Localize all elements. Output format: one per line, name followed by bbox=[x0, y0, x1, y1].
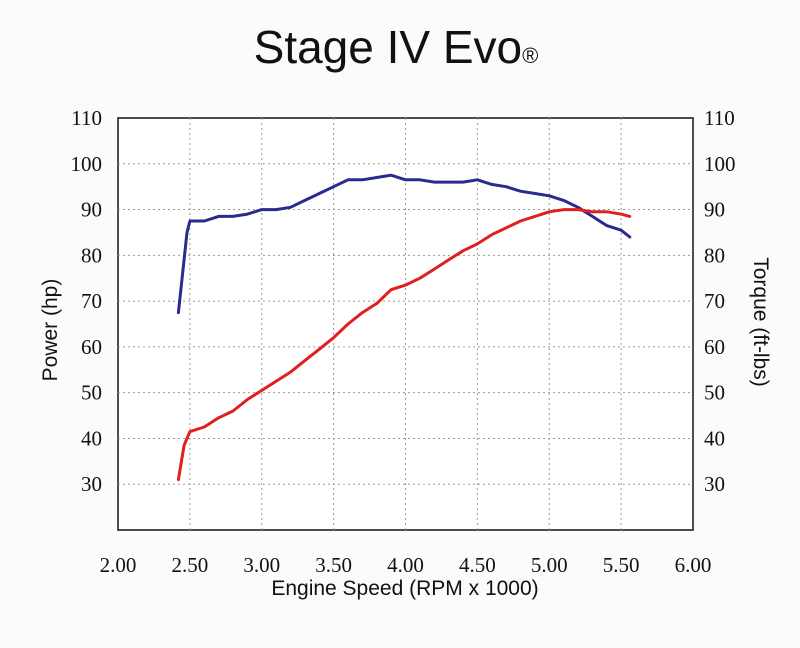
right-y-tick-label: 100 bbox=[704, 152, 736, 176]
x-axis-label: Engine Speed (RPM x 1000) bbox=[271, 577, 538, 600]
x-tick-label: 5.50 bbox=[603, 553, 640, 577]
right-y-tick-labels: 30 40 50 60 70 80 90 100 110 bbox=[704, 106, 736, 496]
chart-title: Stage IV Evo® bbox=[254, 21, 539, 73]
left-y-tick-labels: 30 40 50 60 70 80 90 100 110 bbox=[71, 106, 103, 496]
right-y-tick-label: 40 bbox=[704, 426, 725, 450]
right-y-tick-label: 30 bbox=[704, 472, 725, 496]
x-tick-label: 3.00 bbox=[243, 553, 280, 577]
x-tick-label: 5.00 bbox=[531, 553, 568, 577]
right-y-axis-label: Torque (ft-lbs) bbox=[749, 257, 772, 387]
x-tick-label: 2.00 bbox=[100, 553, 137, 577]
power-line bbox=[176, 208, 632, 482]
left-y-tick-label: 80 bbox=[81, 243, 102, 267]
x-tick-label: 3.50 bbox=[315, 553, 352, 577]
left-y-tick-label: 50 bbox=[81, 381, 102, 405]
chart-title-text: Stage IV Evo bbox=[254, 21, 523, 73]
left-y-axis-label: Power (hp) bbox=[39, 279, 62, 382]
right-y-tick-label: 80 bbox=[704, 243, 725, 267]
left-y-tick-label: 30 bbox=[81, 472, 102, 496]
left-y-tick-label: 110 bbox=[71, 106, 102, 130]
torque-line bbox=[176, 173, 632, 315]
right-y-tick-label: 70 bbox=[704, 289, 725, 313]
right-y-tick-label: 90 bbox=[704, 198, 725, 222]
x-tick-label: 4.00 bbox=[387, 553, 424, 577]
right-y-tick-label: 110 bbox=[704, 106, 735, 130]
x-tick-label: 2.50 bbox=[172, 553, 209, 577]
left-y-tick-label: 90 bbox=[81, 198, 102, 222]
registered-mark: ® bbox=[522, 43, 538, 68]
left-y-tick-label: 60 bbox=[81, 335, 102, 359]
x-tick-label: 4.50 bbox=[459, 553, 496, 577]
right-y-tick-label: 60 bbox=[704, 335, 725, 359]
x-tick-labels: 2.00 2.50 3.00 3.50 4.00 4.50 5.00 5.50 6.00 bbox=[100, 553, 712, 577]
series-layer bbox=[176, 173, 632, 482]
x-tick-label: 6.00 bbox=[675, 553, 712, 577]
left-y-tick-label: 100 bbox=[71, 152, 103, 176]
plot-area bbox=[117, 117, 694, 531]
left-y-tick-label: 70 bbox=[81, 289, 102, 313]
left-y-tick-label: 40 bbox=[81, 426, 102, 450]
right-y-tick-label: 50 bbox=[704, 381, 725, 405]
grid-lines bbox=[118, 118, 693, 530]
